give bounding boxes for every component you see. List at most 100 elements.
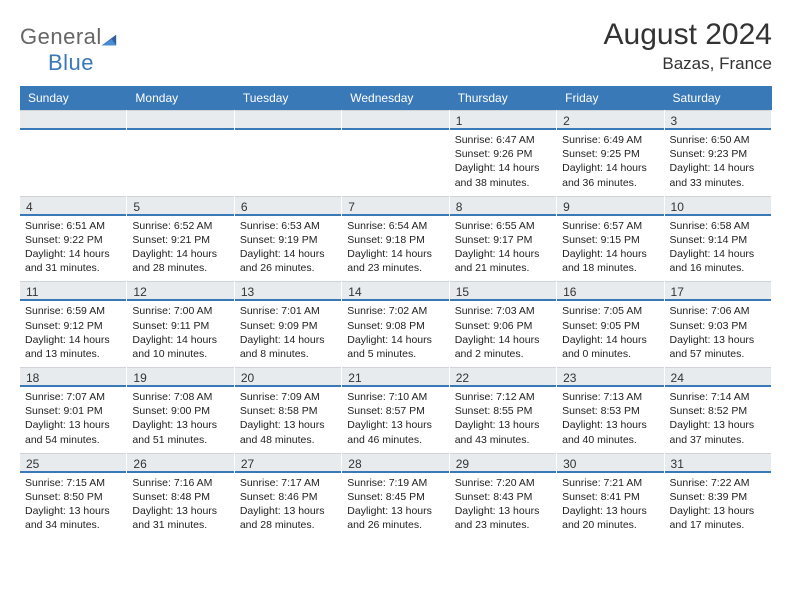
day-cell: 20Sunrise: 7:09 AMSunset: 8:58 PMDayligh… — [235, 367, 342, 453]
brand-part2: Blue — [48, 50, 94, 75]
day-details: Sunrise: 7:16 AMSunset: 8:48 PMDaylight:… — [127, 473, 233, 539]
day-cell: 8Sunrise: 6:55 AMSunset: 9:17 PMDaylight… — [450, 196, 557, 282]
date-bar: 20 — [235, 367, 341, 387]
brand-part1: General — [20, 24, 102, 49]
date-bar: 31 — [665, 453, 771, 473]
brand-text: GeneralBlue — [20, 24, 118, 76]
day-details: Sunrise: 7:03 AMSunset: 9:06 PMDaylight:… — [450, 301, 556, 367]
day-details: Sunrise: 7:10 AMSunset: 8:57 PMDaylight:… — [342, 387, 448, 453]
day-details: Sunrise: 6:51 AMSunset: 9:22 PMDaylight:… — [20, 216, 126, 282]
weekday-header: Wednesday — [342, 86, 449, 110]
date-bar: 9 — [557, 196, 663, 216]
weekday-header: Monday — [127, 86, 234, 110]
day-details: Sunrise: 6:57 AMSunset: 9:15 PMDaylight:… — [557, 216, 663, 282]
day-details: Sunrise: 7:08 AMSunset: 9:00 PMDaylight:… — [127, 387, 233, 453]
day-cell: 25Sunrise: 7:15 AMSunset: 8:50 PMDayligh… — [20, 453, 127, 539]
month-title: August 2024 — [604, 18, 772, 52]
date-bar — [20, 110, 126, 130]
day-cell: 15Sunrise: 7:03 AMSunset: 9:06 PMDayligh… — [450, 281, 557, 367]
empty-cell — [20, 110, 127, 196]
day-cell: 1Sunrise: 6:47 AMSunset: 9:26 PMDaylight… — [450, 110, 557, 196]
day-details: Sunrise: 6:58 AMSunset: 9:14 PMDaylight:… — [665, 216, 771, 282]
day-details: Sunrise: 7:02 AMSunset: 9:08 PMDaylight:… — [342, 301, 448, 367]
date-bar: 4 — [20, 196, 126, 216]
day-details: Sunrise: 6:52 AMSunset: 9:21 PMDaylight:… — [127, 216, 233, 282]
weekday-header: Thursday — [450, 86, 557, 110]
day-details: Sunrise: 6:55 AMSunset: 9:17 PMDaylight:… — [450, 216, 556, 282]
day-cell: 28Sunrise: 7:19 AMSunset: 8:45 PMDayligh… — [342, 453, 449, 539]
day-cell: 17Sunrise: 7:06 AMSunset: 9:03 PMDayligh… — [665, 281, 772, 367]
date-bar: 25 — [20, 453, 126, 473]
date-bar: 10 — [665, 196, 771, 216]
day-details: Sunrise: 7:21 AMSunset: 8:41 PMDaylight:… — [557, 473, 663, 539]
day-cell: 22Sunrise: 7:12 AMSunset: 8:55 PMDayligh… — [450, 367, 557, 453]
day-cell: 26Sunrise: 7:16 AMSunset: 8:48 PMDayligh… — [127, 453, 234, 539]
date-bar: 1 — [450, 110, 556, 130]
date-bar: 14 — [342, 281, 448, 301]
date-bar: 22 — [450, 367, 556, 387]
day-cell: 27Sunrise: 7:17 AMSunset: 8:46 PMDayligh… — [235, 453, 342, 539]
day-details: Sunrise: 7:09 AMSunset: 8:58 PMDaylight:… — [235, 387, 341, 453]
date-bar: 8 — [450, 196, 556, 216]
day-details: Sunrise: 6:49 AMSunset: 9:25 PMDaylight:… — [557, 130, 663, 196]
week-row: 11Sunrise: 6:59 AMSunset: 9:12 PMDayligh… — [20, 281, 772, 367]
day-cell: 21Sunrise: 7:10 AMSunset: 8:57 PMDayligh… — [342, 367, 449, 453]
empty-cell — [235, 110, 342, 196]
day-details: Sunrise: 6:54 AMSunset: 9:18 PMDaylight:… — [342, 216, 448, 282]
day-details: Sunrise: 7:07 AMSunset: 9:01 PMDaylight:… — [20, 387, 126, 453]
brand-logo: GeneralBlue — [20, 24, 118, 76]
empty-cell — [127, 110, 234, 196]
day-cell: 5Sunrise: 6:52 AMSunset: 9:21 PMDaylight… — [127, 196, 234, 282]
date-bar: 27 — [235, 453, 341, 473]
day-cell: 14Sunrise: 7:02 AMSunset: 9:08 PMDayligh… — [342, 281, 449, 367]
date-bar: 12 — [127, 281, 233, 301]
date-bar: 11 — [20, 281, 126, 301]
date-bar: 17 — [665, 281, 771, 301]
calendar-page: GeneralBlue August 2024 Bazas, France Su… — [0, 0, 792, 612]
day-details: Sunrise: 7:17 AMSunset: 8:46 PMDaylight:… — [235, 473, 341, 539]
date-bar: 21 — [342, 367, 448, 387]
calendar-grid: 1Sunrise: 6:47 AMSunset: 9:26 PMDaylight… — [20, 110, 772, 538]
day-details: Sunrise: 6:50 AMSunset: 9:23 PMDaylight:… — [665, 130, 771, 196]
week-row: 4Sunrise: 6:51 AMSunset: 9:22 PMDaylight… — [20, 196, 772, 282]
date-bar — [127, 110, 233, 130]
day-cell: 12Sunrise: 7:00 AMSunset: 9:11 PMDayligh… — [127, 281, 234, 367]
date-bar: 15 — [450, 281, 556, 301]
day-details: Sunrise: 7:13 AMSunset: 8:53 PMDaylight:… — [557, 387, 663, 453]
empty-cell — [342, 110, 449, 196]
brand-triangle-icon — [100, 29, 118, 47]
date-bar: 19 — [127, 367, 233, 387]
weekday-header: Sunday — [20, 86, 127, 110]
day-details: Sunrise: 7:19 AMSunset: 8:45 PMDaylight:… — [342, 473, 448, 539]
week-row: 18Sunrise: 7:07 AMSunset: 9:01 PMDayligh… — [20, 367, 772, 453]
date-bar: 3 — [665, 110, 771, 130]
day-cell: 29Sunrise: 7:20 AMSunset: 8:43 PMDayligh… — [450, 453, 557, 539]
day-details: Sunrise: 7:06 AMSunset: 9:03 PMDaylight:… — [665, 301, 771, 367]
day-details: Sunrise: 7:14 AMSunset: 8:52 PMDaylight:… — [665, 387, 771, 453]
day-cell: 10Sunrise: 6:58 AMSunset: 9:14 PMDayligh… — [665, 196, 772, 282]
date-bar: 23 — [557, 367, 663, 387]
day-cell: 23Sunrise: 7:13 AMSunset: 8:53 PMDayligh… — [557, 367, 664, 453]
day-cell: 3Sunrise: 6:50 AMSunset: 9:23 PMDaylight… — [665, 110, 772, 196]
day-cell: 30Sunrise: 7:21 AMSunset: 8:41 PMDayligh… — [557, 453, 664, 539]
day-cell: 9Sunrise: 6:57 AMSunset: 9:15 PMDaylight… — [557, 196, 664, 282]
date-bar — [235, 110, 341, 130]
date-bar: 28 — [342, 453, 448, 473]
weekday-header: Saturday — [665, 86, 772, 110]
location: Bazas, France — [604, 54, 772, 74]
date-bar: 2 — [557, 110, 663, 130]
weekday-header: Friday — [557, 86, 664, 110]
date-bar: 13 — [235, 281, 341, 301]
weekday-header-row: SundayMondayTuesdayWednesdayThursdayFrid… — [20, 86, 772, 110]
date-bar: 30 — [557, 453, 663, 473]
day-details: Sunrise: 7:05 AMSunset: 9:05 PMDaylight:… — [557, 301, 663, 367]
date-bar: 5 — [127, 196, 233, 216]
day-cell: 2Sunrise: 6:49 AMSunset: 9:25 PMDaylight… — [557, 110, 664, 196]
day-details: Sunrise: 7:20 AMSunset: 8:43 PMDaylight:… — [450, 473, 556, 539]
day-details: Sunrise: 6:59 AMSunset: 9:12 PMDaylight:… — [20, 301, 126, 367]
day-cell: 24Sunrise: 7:14 AMSunset: 8:52 PMDayligh… — [665, 367, 772, 453]
date-bar: 26 — [127, 453, 233, 473]
day-cell: 7Sunrise: 6:54 AMSunset: 9:18 PMDaylight… — [342, 196, 449, 282]
date-bar: 7 — [342, 196, 448, 216]
day-details: Sunrise: 7:00 AMSunset: 9:11 PMDaylight:… — [127, 301, 233, 367]
